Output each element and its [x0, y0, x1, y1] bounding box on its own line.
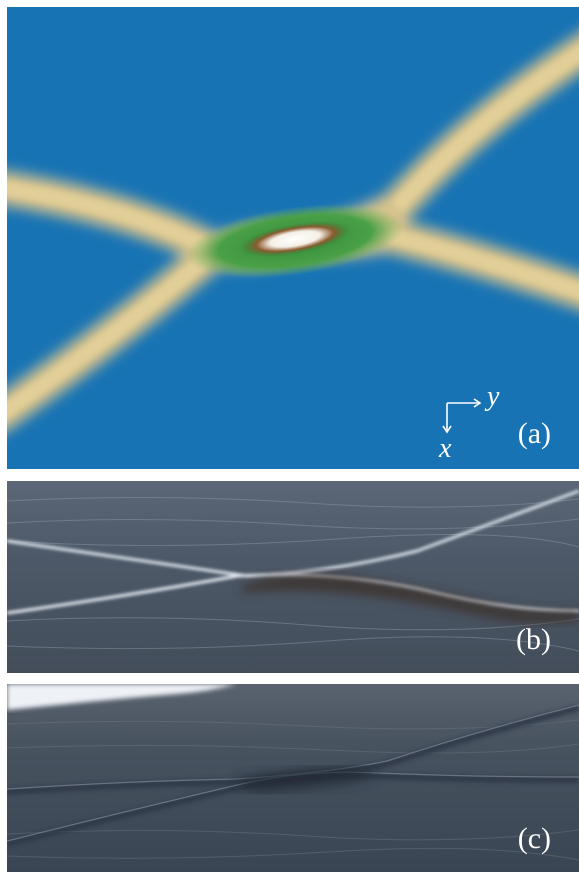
- panel-a-simulation: y x (a): [7, 7, 579, 469]
- simulation-field: [7, 7, 579, 469]
- wave-photo-b: [7, 481, 579, 673]
- peak-amplitude: [239, 221, 351, 257]
- stem-wave-b: [242, 573, 579, 623]
- ripples-c: [7, 719, 579, 861]
- axis-y-label: y: [487, 381, 500, 412]
- panel-b-photo: (b): [7, 481, 579, 673]
- wave-crest-cores: [7, 45, 579, 419]
- stem-wave-c: [237, 767, 373, 792]
- panel-a-label: (a): [517, 417, 551, 450]
- axes-arrows: [442, 398, 482, 434]
- breaking-foam: [7, 684, 237, 710]
- panel-c-label: (c): [517, 822, 551, 855]
- wave-photo-c: [7, 684, 579, 872]
- panel-b-label: (b): [516, 623, 551, 656]
- ripples-b: [7, 496, 579, 652]
- axis-x-label: x: [439, 433, 452, 464]
- panel-c-photo: (c): [7, 684, 579, 872]
